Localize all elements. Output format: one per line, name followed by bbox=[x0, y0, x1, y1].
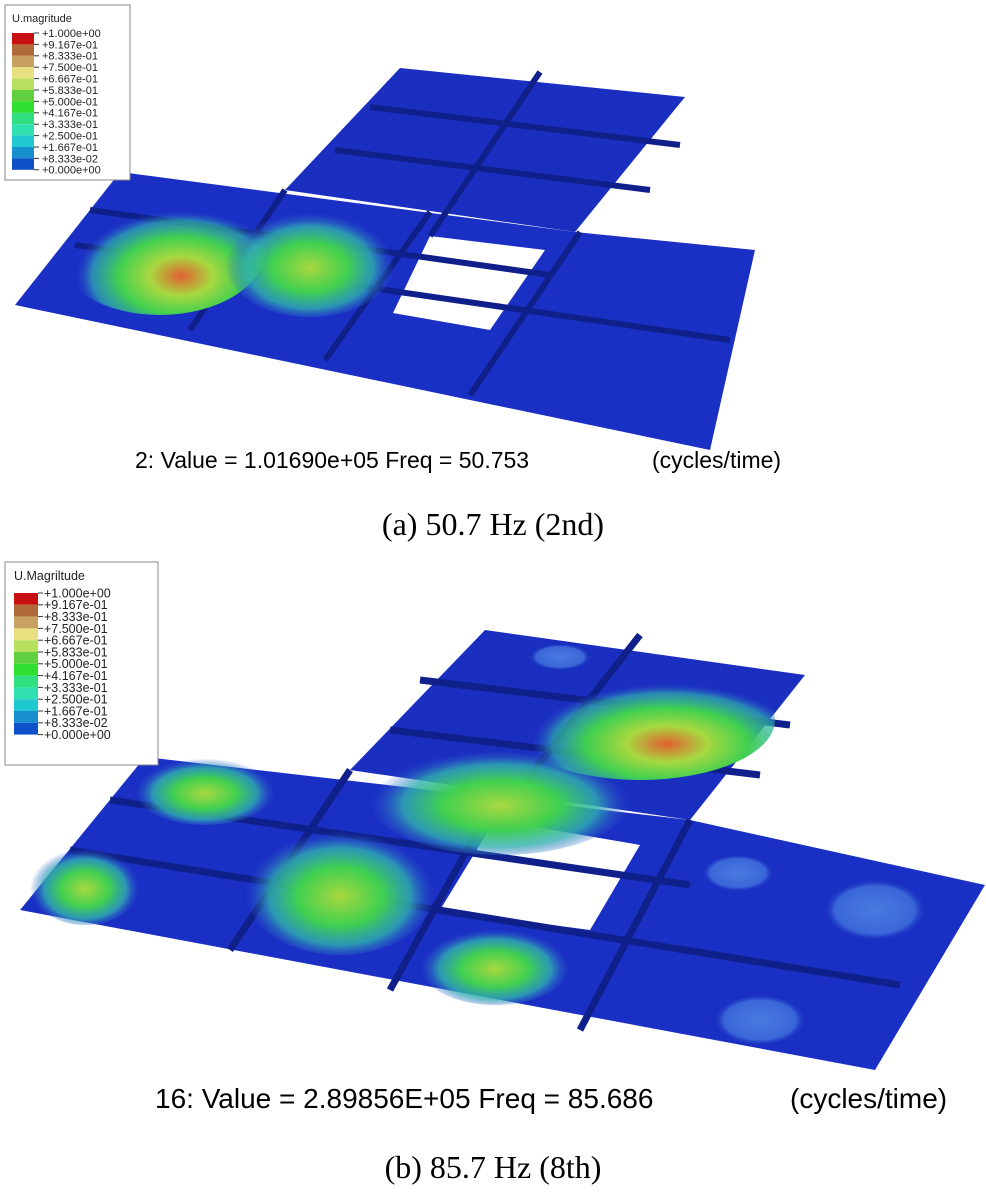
legend-swatch bbox=[14, 593, 38, 605]
mode-shape bbox=[530, 644, 590, 670]
mode-shape bbox=[420, 925, 570, 1005]
mode-shape bbox=[225, 207, 395, 317]
legend-swatch bbox=[14, 640, 38, 652]
legend-label: +5.833e-01 bbox=[44, 645, 108, 659]
legend-title: U.Magriltude bbox=[14, 569, 85, 583]
legend-label: +1.000e+00 bbox=[42, 28, 101, 40]
legend-label: +8.333e-02 bbox=[42, 153, 98, 165]
legend-swatch bbox=[12, 55, 34, 68]
mode-shape bbox=[505, 660, 775, 780]
legend-swatch bbox=[12, 147, 34, 159]
mode-shape bbox=[30, 845, 140, 925]
mode-shape bbox=[370, 745, 630, 855]
legend-label: +4.167e-01 bbox=[44, 669, 108, 683]
legend-swatch bbox=[12, 112, 34, 125]
unit: (cycles/time) bbox=[652, 447, 781, 473]
legend-swatch bbox=[14, 675, 38, 688]
mode-shape bbox=[825, 880, 925, 940]
legend-swatch bbox=[14, 652, 38, 664]
legend-swatch bbox=[14, 699, 38, 711]
info: 16: Value = 2.89856E+05 Freq = 85.686 bbox=[155, 1083, 653, 1114]
legend-swatch bbox=[14, 722, 38, 735]
legend-swatch bbox=[14, 628, 38, 641]
legend-label: +4.167e-01 bbox=[42, 108, 98, 120]
legend-swatch bbox=[12, 124, 34, 136]
legend-swatch bbox=[12, 135, 34, 147]
legend-label: +0.000e+00 bbox=[44, 728, 111, 742]
legend-label: +1.667e-01 bbox=[44, 704, 108, 718]
legend-label: +1.667e-01 bbox=[42, 142, 98, 154]
legend-swatch bbox=[14, 687, 38, 700]
legend-label: +7.500e-01 bbox=[42, 62, 98, 74]
legend-label: +7.500e-01 bbox=[44, 622, 108, 636]
caption: (b) 85.7 Hz (8th) bbox=[385, 1149, 602, 1185]
legend-title: U.magritude bbox=[12, 13, 72, 25]
info: 2: Value = 1.01690e+05 Freq = 50.753 bbox=[135, 447, 529, 473]
legend-label: +8.333e-01 bbox=[44, 610, 108, 624]
mode-shape bbox=[715, 995, 805, 1045]
legend-label: +8.333e-02 bbox=[44, 716, 108, 730]
legend-label: +2.500e-01 bbox=[44, 693, 108, 707]
legend-swatch bbox=[14, 663, 38, 676]
legend-swatch bbox=[12, 101, 34, 113]
legend-label: +3.333e-01 bbox=[44, 681, 108, 695]
model-a bbox=[15, 68, 755, 450]
legend-swatch bbox=[12, 158, 34, 170]
legend-label: +5.833e-01 bbox=[42, 85, 98, 97]
legend-label: +1.000e+00 bbox=[44, 586, 111, 600]
legend-label: +3.333e-01 bbox=[42, 119, 98, 131]
model-b bbox=[20, 630, 985, 1070]
legend-label: +9.167e-01 bbox=[44, 598, 108, 612]
caption: (a) 50.7 Hz (2nd) bbox=[382, 506, 604, 542]
legend-swatch bbox=[12, 44, 34, 56]
mode-shape bbox=[135, 755, 275, 825]
legend-label: +0.000e+00 bbox=[42, 165, 101, 177]
legend-swatch bbox=[12, 78, 34, 90]
legend-swatch bbox=[14, 616, 38, 629]
legend-label: +9.167e-01 bbox=[42, 39, 98, 51]
mode-shape bbox=[703, 855, 773, 891]
unit: (cycles/time) bbox=[790, 1083, 947, 1114]
legend-label: +6.667e-01 bbox=[42, 73, 98, 85]
legend-swatch bbox=[14, 604, 38, 617]
legend-swatch bbox=[12, 90, 34, 102]
legend-label: +2.500e-01 bbox=[42, 130, 98, 142]
mode-shape bbox=[245, 825, 435, 955]
legend-label: +5.000e-01 bbox=[44, 657, 108, 671]
legend-label: +6.667e-01 bbox=[44, 634, 108, 648]
legend-label: +8.333e-01 bbox=[42, 51, 98, 63]
legend-label: +5.000e-01 bbox=[42, 96, 98, 108]
mode-shape bbox=[55, 185, 265, 315]
legend-swatch bbox=[14, 711, 38, 723]
legend-swatch bbox=[12, 67, 34, 79]
legend-swatch bbox=[12, 33, 34, 45]
